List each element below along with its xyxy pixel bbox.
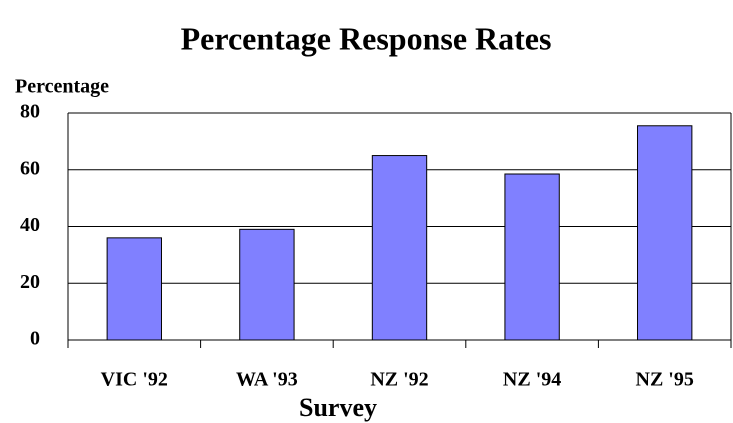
y-tick-label: 80	[20, 101, 40, 123]
y-tick-label: 40	[20, 214, 40, 236]
x-tick-label: NZ '95	[636, 369, 694, 391]
x-axis-label: Survey	[299, 393, 377, 422]
y-tick-label: 0	[30, 328, 40, 350]
y-tick-label: 20	[20, 271, 40, 293]
bar	[504, 173, 560, 341]
y-axis-label: Percentage	[15, 76, 109, 98]
x-tick-label: NZ '94	[503, 369, 561, 391]
bar	[106, 237, 162, 341]
x-tick-label: WA '93	[236, 369, 298, 391]
bar	[239, 228, 295, 341]
y-tick-label: 60	[20, 157, 40, 179]
x-tick-label: NZ '92	[370, 369, 428, 391]
x-tick-label: VIC '92	[101, 369, 168, 391]
bar	[371, 155, 428, 341]
bar	[637, 125, 693, 341]
chart-title: Percentage Response Rates	[181, 20, 552, 56]
